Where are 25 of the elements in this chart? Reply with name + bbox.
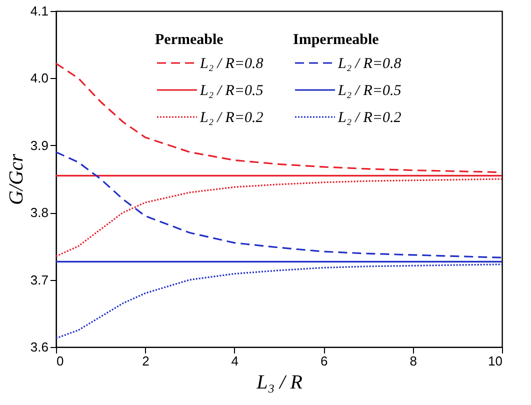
- y-tick-label: 4.1: [30, 4, 48, 18]
- line-series: [55, 151, 503, 258]
- legend-label: L₂ / R=0.5: [337, 83, 402, 99]
- y-tick-label: 4.0: [30, 70, 48, 86]
- y-tick-label: 3.9: [30, 138, 48, 153]
- legend-label: L₂ / R=0.2: [199, 110, 264, 126]
- line-series: [55, 178, 503, 258]
- line-series: [55, 264, 503, 340]
- legend-label: L₂ / R=0.2: [337, 110, 402, 126]
- legend-label: L₂ / R=0.8: [199, 56, 264, 72]
- legend-label: L₂ / R=0.8: [337, 56, 402, 72]
- x-tick-label: 6: [320, 354, 328, 368]
- x-tick-label: 0: [56, 354, 64, 368]
- y-tick-label: 3.8: [30, 205, 48, 220]
- x-tick-label: 8: [410, 354, 417, 368]
- x-tick-label: 2: [142, 354, 150, 368]
- annotation: Permeable: [155, 32, 224, 48]
- annotation: Impermeable: [293, 32, 380, 48]
- y-axis-title: G/Gcr: [5, 154, 28, 206]
- y-tick-label: 3.7: [30, 272, 48, 288]
- x-tick-label: 4: [231, 354, 239, 368]
- x-tick-label: 10: [488, 354, 502, 368]
- legend-label: L₂ / R=0.5: [199, 83, 264, 99]
- x-axis-title: L₃ / R: [256, 372, 302, 394]
- y-tick-label: 3.6: [30, 340, 48, 354]
